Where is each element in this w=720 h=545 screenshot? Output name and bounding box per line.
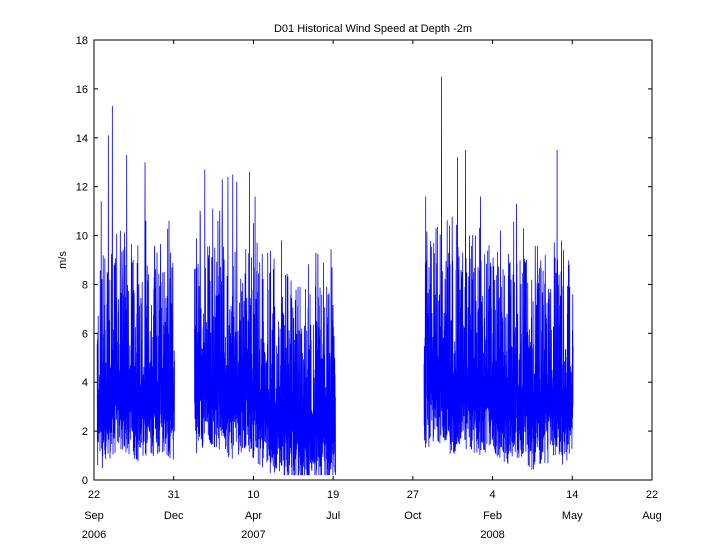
x-tick-year-label: 2007	[241, 529, 265, 540]
wind-speed-series-segment-1	[96, 105, 175, 468]
x-tick-day-label: 19	[327, 489, 339, 501]
chart-title: D01 Historical Wind Speed at Depth -2m	[274, 23, 472, 35]
x-tick-day-label: 4	[490, 489, 496, 501]
y-tick-label: 10	[76, 231, 88, 243]
x-tick-month-label: Oct	[404, 510, 421, 522]
x-tick-month-label: Jul	[326, 510, 340, 522]
series-layer	[96, 76, 574, 476]
y-tick-label: 12	[76, 182, 88, 194]
x-tick-month-label: May	[562, 510, 583, 522]
x-tick-month-label: Aug	[642, 510, 662, 522]
x-tick-day-label: 31	[168, 489, 180, 501]
axes-box	[93, 39, 653, 481]
y-axis-label: m/s	[57, 251, 69, 269]
y-tick-label: 2	[82, 426, 88, 438]
y-tick-label: 16	[76, 84, 88, 96]
y-tick-label: 14	[76, 133, 88, 145]
x-tick-month-label: Feb	[483, 510, 502, 522]
y-tick-label: 18	[76, 35, 88, 47]
y-tick-label: 4	[82, 377, 88, 389]
x-ticks: 22 Sep 2006 31 Dec 10 Apr 2007 19 Jul 27 Oct 4 Feb 200…	[82, 40, 662, 541]
x-tick-day-label: 14	[566, 489, 578, 501]
x-tick-day-label: 10	[247, 489, 259, 501]
x-tick-month-label: Apr	[245, 510, 262, 522]
y-tick-label: 0	[82, 475, 88, 487]
wind-speed-series-segment-3	[423, 76, 574, 470]
wind-speed-series-segment-2	[194, 169, 336, 476]
x-tick-day-label: 22	[88, 489, 100, 501]
x-tick-day-label: 22	[646, 489, 658, 501]
x-tick-month-label: Dec	[164, 510, 184, 522]
x-tick-day-label: 27	[407, 489, 419, 501]
x-tick-year-label: 2006	[82, 529, 106, 540]
y-tick-label: 8	[82, 279, 88, 291]
x-tick-year-label: 2008	[480, 529, 504, 540]
y-tick-label: 6	[82, 328, 88, 340]
y-ticks: 0 2 4 6 8 10 12 14 16 18	[76, 35, 652, 487]
x-tick-month-label: Sep	[84, 510, 104, 522]
